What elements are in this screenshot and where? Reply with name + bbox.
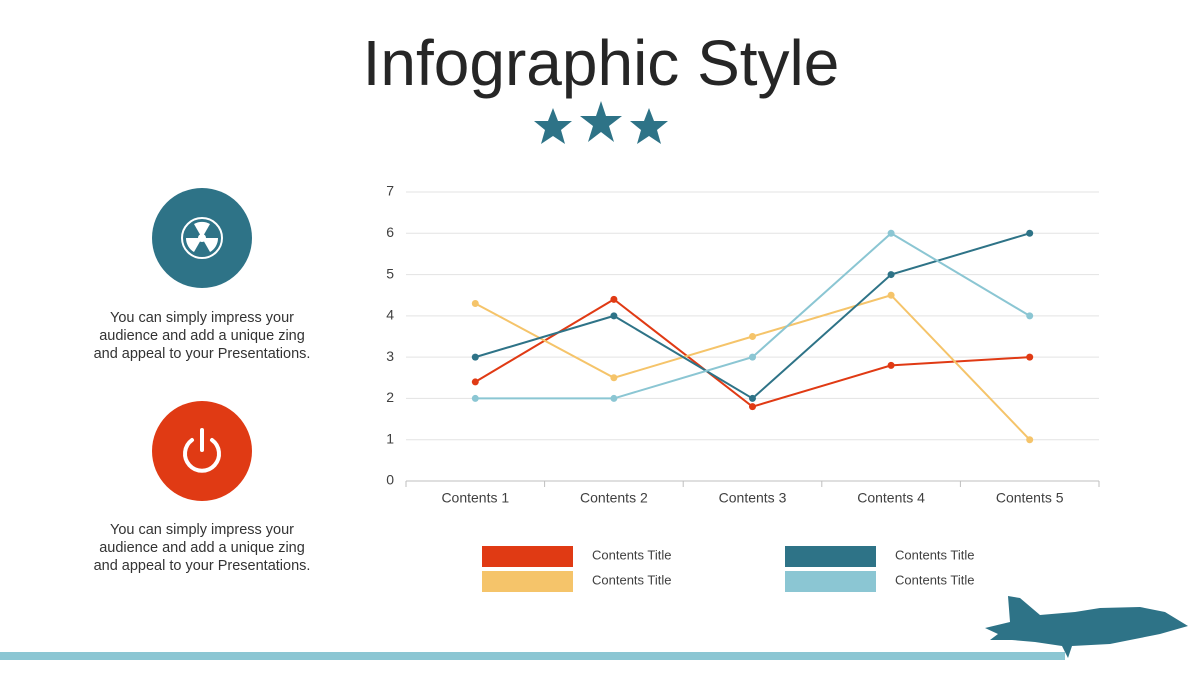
y-tick-label: 3	[386, 348, 394, 364]
data-point	[749, 333, 756, 340]
y-tick-label: 5	[386, 265, 394, 281]
x-tick-label: Contents 3	[719, 490, 787, 506]
stars	[534, 101, 668, 144]
data-point	[749, 353, 756, 361]
legend-label: Contents Title	[895, 547, 975, 562]
legend-swatch	[482, 546, 573, 567]
y-tick-label: 1	[386, 430, 394, 446]
x-tick-label: Contents 4	[857, 490, 925, 506]
data-point	[1026, 353, 1034, 361]
note-text: You can simply impress your audience and…	[93, 522, 311, 574]
y-tick-label: 2	[386, 389, 394, 405]
legend-swatch	[785, 546, 876, 567]
y-tick-label: 6	[386, 224, 394, 240]
data-point	[610, 394, 618, 402]
legend-swatch	[482, 571, 573, 592]
data-point	[749, 403, 756, 411]
data-point	[887, 271, 895, 279]
data-point	[887, 361, 895, 369]
jet-silhouette	[985, 596, 1188, 658]
y-tick-label: 7	[386, 183, 394, 199]
data-point	[471, 299, 479, 307]
bottom-bar	[0, 652, 1065, 660]
power-symbol	[183, 428, 221, 473]
data-point	[887, 291, 895, 299]
series-line	[474, 294, 1031, 441]
legend-label: Contents Title	[895, 572, 975, 587]
data-point	[471, 353, 479, 361]
data-point	[610, 374, 618, 382]
data-point	[471, 378, 479, 386]
legend-label: Contents Title	[592, 572, 672, 587]
slide-title: Infographic Style	[363, 27, 840, 99]
data-point	[1026, 312, 1034, 320]
x-tick-label: Contents 2	[580, 490, 648, 506]
radiation-symbol	[181, 217, 223, 259]
data-point	[749, 394, 756, 402]
data-point	[1026, 229, 1034, 237]
x-tick-label: Contents 1	[441, 490, 509, 506]
data-point	[610, 312, 618, 320]
data-point	[471, 394, 479, 402]
data-point	[610, 295, 618, 303]
data-point	[1026, 436, 1034, 444]
legend-label: Contents Title	[592, 547, 672, 562]
data-point	[887, 229, 895, 237]
y-tick-label: 4	[386, 307, 394, 323]
legend-swatch	[785, 571, 876, 592]
y-tick-label: 0	[386, 472, 394, 488]
note-text: You can simply impress your audience and…	[93, 310, 311, 362]
x-tick-label: Contents 5	[996, 490, 1064, 506]
